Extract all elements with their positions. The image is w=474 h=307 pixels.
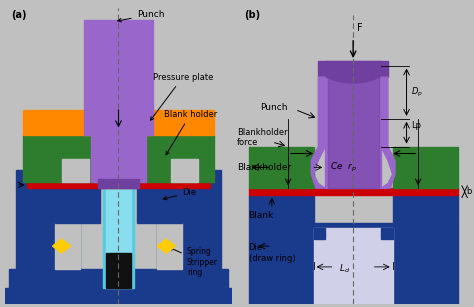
Bar [16, 170, 80, 188]
Text: Blankholder: Blankholder [237, 163, 291, 172]
Text: Pressure plate: Pressure plate [150, 73, 213, 120]
Text: Punch: Punch [260, 103, 288, 112]
Bar [106, 154, 131, 288]
Text: Die: Die [163, 188, 196, 200]
Bar [23, 110, 91, 135]
Text: Ce  $r_p$: Ce $r_p$ [330, 161, 357, 174]
Text: Blank: Blank [248, 212, 274, 220]
Bar [221, 269, 228, 304]
Bar [16, 269, 221, 304]
Bar [106, 253, 131, 288]
Polygon shape [53, 239, 71, 253]
Bar [248, 223, 457, 304]
Bar [248, 146, 314, 188]
Text: $L_d$: $L_d$ [339, 263, 350, 275]
Bar [314, 227, 392, 304]
Text: Punch: Punch [118, 10, 164, 22]
Bar [16, 188, 80, 269]
Text: $D_p$: $D_p$ [411, 86, 423, 99]
Bar [381, 227, 392, 239]
Ellipse shape [328, 67, 379, 83]
Bar [248, 195, 314, 223]
Bar [91, 135, 146, 182]
Bar [84, 20, 153, 135]
Text: Die
(draw ring): Die (draw ring) [248, 243, 295, 263]
Bar [171, 159, 198, 182]
Bar [392, 146, 457, 188]
Bar [137, 135, 214, 182]
Polygon shape [381, 77, 395, 188]
Text: b: b [466, 187, 471, 196]
Text: (b): (b) [244, 10, 260, 20]
Bar [392, 195, 457, 223]
Text: Blankholder
force: Blankholder force [237, 128, 288, 147]
Bar [319, 61, 388, 77]
Bar [9, 269, 16, 304]
Text: Spring
Stripper
ring: Spring Stripper ring [170, 247, 218, 277]
Bar [325, 61, 381, 188]
Text: Lp: Lp [411, 121, 421, 130]
Bar [27, 182, 210, 188]
Text: Blank holder: Blank holder [164, 110, 217, 155]
Bar [5, 288, 232, 304]
Polygon shape [157, 239, 175, 253]
Bar [23, 135, 100, 182]
Bar [146, 110, 214, 135]
Bar [157, 223, 182, 269]
Bar [137, 188, 182, 223]
Bar [102, 137, 135, 288]
Bar [98, 179, 139, 188]
Bar [62, 159, 89, 182]
Bar [55, 188, 100, 223]
Polygon shape [311, 77, 325, 188]
Bar [314, 227, 325, 239]
Text: (a): (a) [11, 10, 27, 20]
Bar [55, 223, 80, 269]
Bar [157, 170, 221, 188]
Bar [157, 188, 221, 269]
Bar [248, 188, 457, 195]
Bar [328, 77, 379, 188]
Text: F: F [356, 23, 362, 33]
